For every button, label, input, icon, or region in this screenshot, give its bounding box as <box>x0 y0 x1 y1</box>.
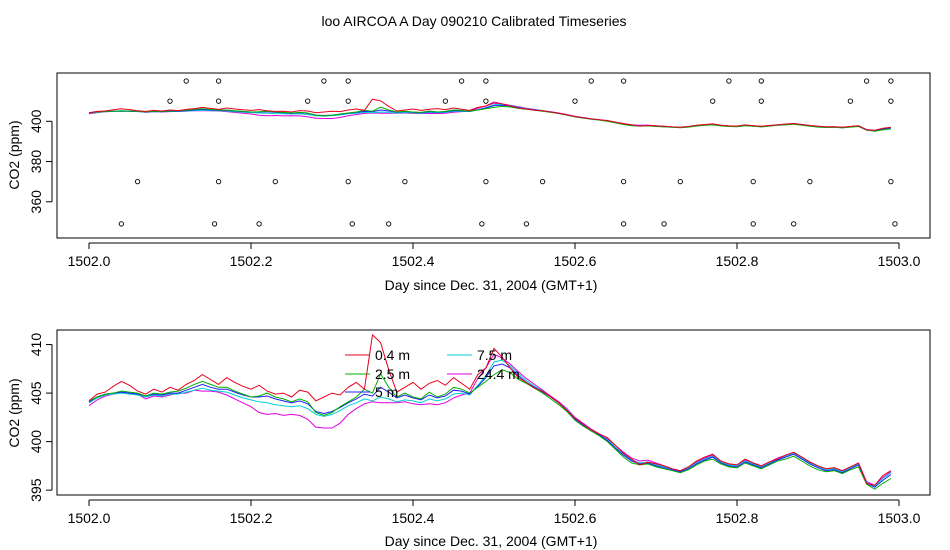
scatter-point <box>892 221 898 227</box>
x-tick-label: 1502.4 <box>392 253 435 269</box>
top-plot-axes: 1502.0 1502.2 1502.4 1502.6 1502.8 1503.0 360 3… <box>28 109 921 269</box>
bottom-plot-data <box>88 333 892 490</box>
scatter-point <box>458 78 465 84</box>
scatter-point <box>215 179 222 185</box>
scatter-point <box>402 179 408 185</box>
x-tick-label: 1502.2 <box>230 253 273 269</box>
x-tick-label: 1503.0 <box>878 510 921 526</box>
series-line-0-4-m <box>88 98 891 131</box>
scatter-point <box>183 78 189 84</box>
scatter-point <box>620 221 627 227</box>
bottom-panel: 1502.0 1502.2 1502.4 1502.6 1502.8 1503.0 395 4… <box>6 329 931 549</box>
x-tick-label: 1502.6 <box>554 253 597 269</box>
scatter-point <box>539 179 546 185</box>
series-line-5-m <box>88 363 892 488</box>
scatter-point <box>483 179 489 185</box>
scatter-point <box>620 179 627 185</box>
scatter-point <box>523 221 530 227</box>
scatter-point <box>791 221 797 227</box>
scatter-point <box>386 221 392 227</box>
scatter-point <box>661 221 667 227</box>
scatter-point <box>479 221 485 227</box>
scatter-point <box>572 98 578 104</box>
top-panel: 1502.0 1502.2 1502.4 1502.6 1502.8 1503.0 360 3… <box>6 72 931 293</box>
x-tick-label: 1503.0 <box>878 253 921 269</box>
legend-label: 24.4 m <box>477 366 520 382</box>
scatter-point <box>726 78 732 84</box>
scatter-point <box>888 98 894 104</box>
scatter-point <box>321 78 327 84</box>
series-line-2-5-m <box>88 369 892 490</box>
x-tick-label: 1502.0 <box>68 510 111 526</box>
scatter-point <box>847 98 854 104</box>
top-x-axis-label: Day since Dec. 31, 2004 (GMT+1) <box>385 277 598 293</box>
x-tick-label: 1502.4 <box>392 510 435 526</box>
y-tick-label: 400 <box>28 109 44 133</box>
series-line-0-4-m <box>88 333 892 486</box>
bottom-y-axis-label: CO2 (ppm) <box>6 378 22 447</box>
scatter-point <box>345 98 351 104</box>
bottom-plot-axes: 1502.0 1502.2 1502.4 1502.6 1502.8 1503.0 395 4… <box>28 333 921 526</box>
scatter-point <box>483 78 489 84</box>
series-line-2-5-m <box>88 105 891 132</box>
scatter-point <box>863 78 870 84</box>
series-line-7-5-m <box>88 359 892 487</box>
scatter-point <box>677 179 683 185</box>
scatter-point <box>215 78 222 84</box>
x-tick-label: 1502.2 <box>230 510 273 526</box>
legend-label: 2.5 m <box>375 366 410 382</box>
scatter-point <box>750 221 756 227</box>
scatter-point <box>345 78 351 84</box>
scatter-point <box>758 98 764 104</box>
scatter-point <box>807 179 813 185</box>
y-tick-label: 410 <box>28 333 44 357</box>
bottom-x-axis-label: Day since Dec. 31, 2004 (GMT+1) <box>385 533 598 549</box>
legend: 0.4 m 2.5 m 5 m 7.5 m 24.4 m <box>345 347 520 400</box>
y-tick-label: 405 <box>28 381 44 405</box>
scatter-point <box>620 78 627 84</box>
scatter-point <box>345 179 351 185</box>
y-tick-label: 400 <box>28 430 44 454</box>
scatter-point <box>710 98 716 104</box>
legend-label: 7.5 m <box>477 347 512 363</box>
x-tick-label: 1502.8 <box>716 253 759 269</box>
top-plot-frame <box>56 72 931 239</box>
scatter-point <box>750 179 756 185</box>
scatter-point <box>483 98 489 104</box>
scatter-point <box>349 221 355 227</box>
scatter-point <box>134 179 141 185</box>
scatter-point <box>256 221 262 227</box>
scatter-point <box>211 221 218 227</box>
scatter-point <box>215 98 222 104</box>
y-tick-label: 395 <box>28 478 44 502</box>
top-y-axis-label: CO2 (ppm) <box>6 120 22 189</box>
x-tick-label: 1502.0 <box>68 253 111 269</box>
y-tick-label: 380 <box>28 150 44 174</box>
scatter-point <box>758 78 764 84</box>
legend-label: 5 m <box>375 384 398 400</box>
scatter-point <box>888 179 894 185</box>
chart-title: loo AIRCOA A Day 090210 Calibrated Times… <box>321 13 626 29</box>
scatter-point <box>588 78 594 84</box>
scatter-point <box>167 98 173 104</box>
x-tick-label: 1502.6 <box>554 510 597 526</box>
bottom-plot-frame <box>56 329 931 496</box>
x-tick-label: 1502.8 <box>716 510 759 526</box>
scatter-point <box>442 98 449 104</box>
scatter-point <box>272 179 278 185</box>
legend-label: 0.4 m <box>375 347 410 363</box>
scatter-point <box>118 221 125 227</box>
scatter-point <box>305 98 311 104</box>
y-tick-label: 360 <box>28 190 44 214</box>
top-plot-data <box>88 78 898 227</box>
scatter-point <box>888 78 894 84</box>
